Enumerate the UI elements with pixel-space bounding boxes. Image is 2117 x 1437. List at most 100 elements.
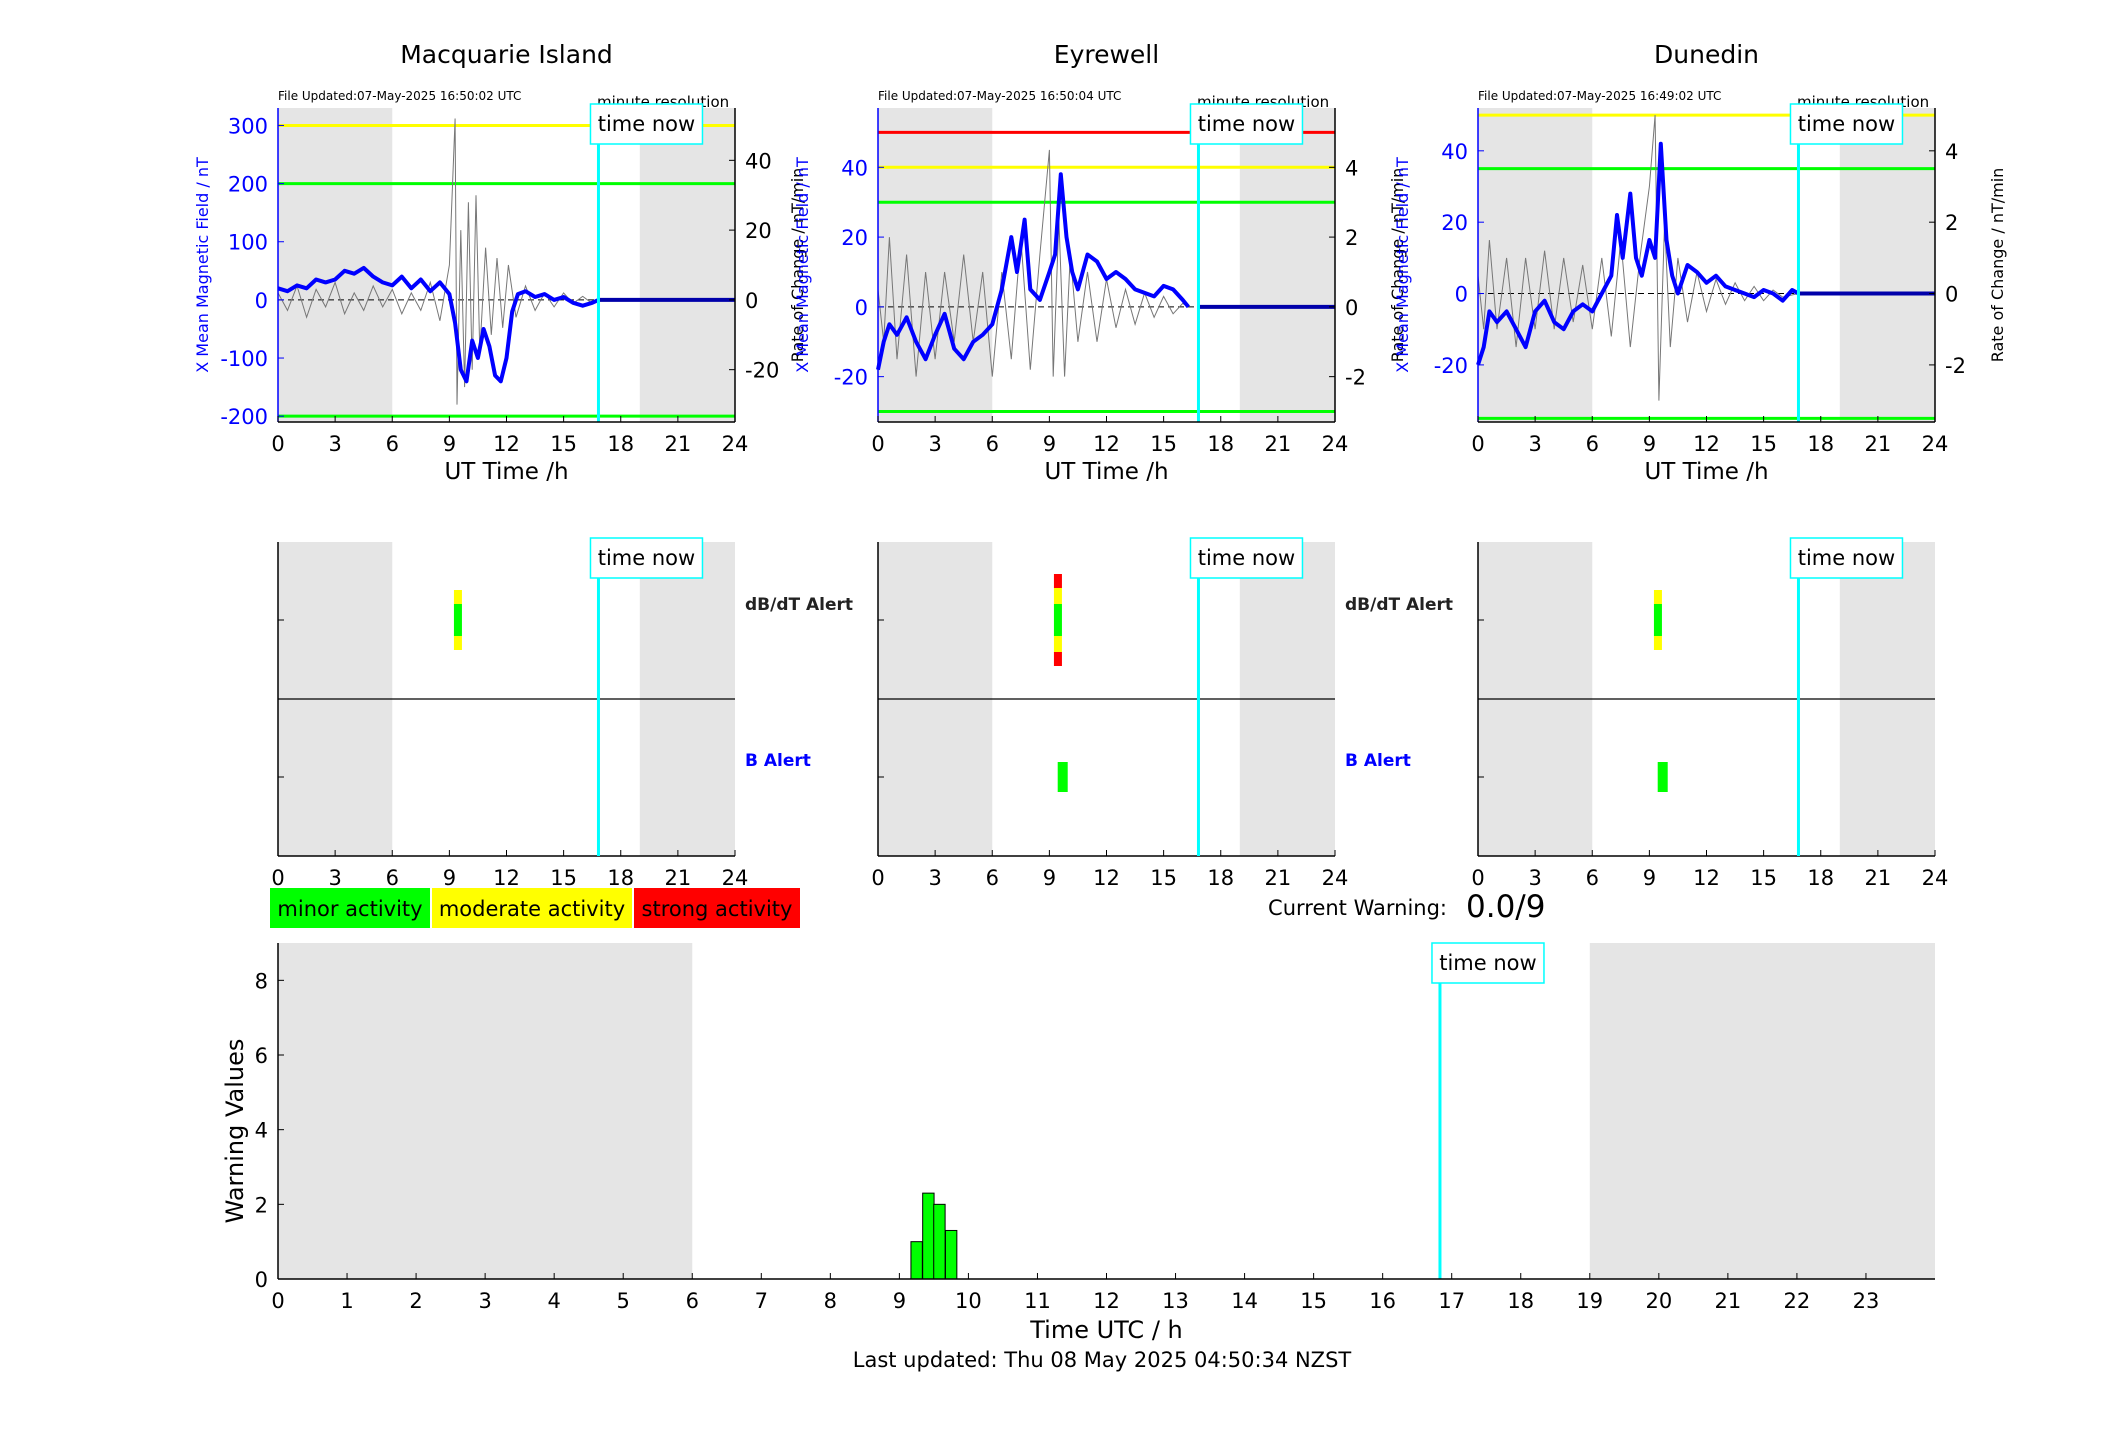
time-now-label: time now [1198,546,1295,570]
right-axis-label: Rate of Change / nT/min [788,168,807,363]
left-axis-label: X Mean Magnetic Field / nT [1393,157,1412,373]
night-shade [1239,108,1335,422]
x-tick-label: 10 [955,1289,982,1313]
left-tick-label: -100 [220,347,268,371]
x-tick-label: 6 [986,432,999,456]
right-tick-label: 0 [1945,283,1958,307]
x-tick-label: 24 [1922,866,1949,890]
x-tick-label: 18 [1507,1289,1534,1313]
x-tick-label: 24 [1322,432,1349,456]
x-tick-label: 12 [1093,1289,1120,1313]
file-updated-text: File Updated:07-May-2025 16:49:02 UTC [1478,89,1721,103]
rate-of-change-series [877,149,1189,377]
time-now-label: time now [1439,951,1536,975]
x-tick-label: 15 [1300,1289,1327,1313]
db-dt-alert-mark-red [1053,574,1062,588]
x-tick-label: 6 [386,866,399,890]
time-now-label: time now [1798,112,1895,136]
x-tick-label: 12 [1093,432,1120,456]
x-tick-label: 15 [1750,866,1777,890]
x-tick-label: 21 [1865,866,1892,890]
rate-of-change-series [1477,115,1799,401]
x-tick-label: 24 [1922,432,1949,456]
db-dt-alert-mark-green [453,604,462,636]
time-now-box [589,537,704,579]
x-tick-label: 2 [409,1289,422,1313]
legend-swatch-minor [270,888,430,928]
station-title: Macquarie Island [400,40,613,69]
time-now-label: time now [598,112,695,136]
x-tick-label: 0 [271,866,284,890]
y-axis-label: Warning Values [221,1039,249,1224]
db-dt-alert-mark-yellow [1653,636,1662,650]
x-tick-label: 11 [1024,1289,1051,1313]
db-dt-alert-mark-green [1653,604,1662,636]
station-title: Eyrewell [1054,40,1159,69]
current-warning-value: 0.0/9 [1466,889,1545,925]
left-tick-label: 20 [841,226,868,250]
x-tick-label: 21 [1715,1289,1742,1313]
night-shade [278,108,393,422]
x-tick-label: 3 [1528,432,1541,456]
rate-of-change-series [277,118,599,405]
x-tick-label: 9 [1643,432,1656,456]
station-title: Dunedin [1654,40,1759,69]
warning-bar [910,1241,923,1280]
time-now-label: time now [598,546,695,570]
x-tick-label: 9 [1043,866,1056,890]
x-tick-label: 21 [665,866,692,890]
left-tick-label: -20 [834,366,868,390]
x-tick-label: 13 [1162,1289,1189,1313]
night-shade [878,108,993,422]
x-tick-label: 15 [1150,866,1177,890]
x-tick-label: 0 [1471,432,1484,456]
db-dt-alert-mark-yellow [1053,636,1062,652]
alert-panel-eyrewell: time now 0 3 6 9 12 15 18 21 24 dB/dT Alert B Alert [871,537,1453,890]
x-tick-label: 9 [1643,866,1656,890]
right-tick-label: 2 [1945,211,1958,235]
left-tick-label: 20 [1441,211,1468,235]
file-updated-text: File Updated:07-May-2025 16:50:02 UTC [278,89,521,103]
time-now-box [1789,103,1904,145]
file-updated-text: File Updated:07-May-2025 16:50:04 UTC [878,89,1121,103]
alert-panel-macquarie-island: time now 0 3 6 9 12 15 18 21 24 dB/dT Alert B Alert [271,537,853,890]
db-dt-alert-mark-yellow [1053,588,1062,604]
x-tick-label: 9 [893,1289,906,1313]
mean-field-series [277,265,600,384]
x-tick-label: 18 [607,866,634,890]
mean-field-series [1476,141,1800,366]
x-tick-label: 18 [1207,432,1234,456]
x-tick-label: 16 [1369,1289,1396,1313]
x-tick-label: 6 [1586,866,1599,890]
x-tick-label: 21 [1265,866,1292,890]
left-tick-label: 300 [228,114,268,138]
x-tick-label: 0 [271,432,284,456]
x-tick-label: 18 [1807,866,1834,890]
right-axis-label: Rate of Change / nT/min [1388,168,1407,363]
y-tick-label: 6 [255,1044,268,1068]
legend-swatch-strong [634,888,800,928]
left-tick-label: 200 [228,173,268,197]
db-dt-alert-mark-green [1053,604,1062,636]
night-shade [1839,108,1935,422]
db-dt-alert-label: dB/dT Alert [745,595,853,615]
x-tick-label: 3 [1528,866,1541,890]
x-tick-label: 14 [1231,1289,1258,1313]
b-alert-mark-green [1657,762,1668,792]
legend-label-minor: minor activity [277,897,422,921]
right-tick-label: -20 [745,359,779,383]
x-tick-label: 9 [1043,432,1056,456]
station-panel-dunedin: Dunedin File Updated:07-May-2025 16:49:02… [1393,40,2007,485]
x-tick-label: 8 [824,1289,837,1313]
x-tick-label: 15 [1750,432,1777,456]
x-tick-label: 6 [986,866,999,890]
warning-bar [944,1229,958,1280]
db-dt-alert-label: dB/dT Alert [1345,595,1453,615]
x-tick-label: 3 [328,866,341,890]
x-tick-label: 9 [443,432,456,456]
left-tick-label: 0 [1455,283,1468,307]
b-alert-label: B Alert [1345,751,1411,771]
left-tick-label: -20 [1434,354,1468,378]
left-axis-label: X Mean Magnetic Field / nT [193,157,212,373]
time-now-box [1431,942,1545,984]
